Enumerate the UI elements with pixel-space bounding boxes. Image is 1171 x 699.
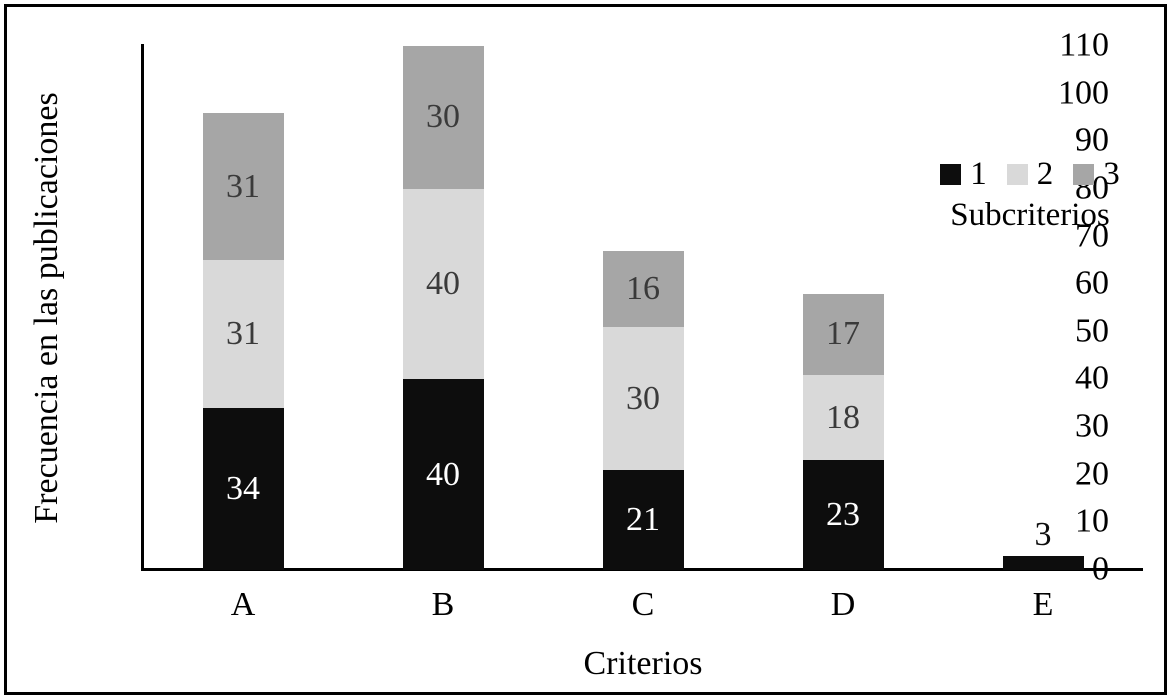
y-tick-label: 40 xyxy=(1075,359,1109,397)
y-tick-label: 100 xyxy=(1058,73,1109,111)
legend-entry-label: 1 xyxy=(970,156,987,192)
x-category-label-C: C xyxy=(631,586,655,623)
segment-value-label: 40 xyxy=(426,455,460,493)
y-tick-label: 60 xyxy=(1075,264,1109,302)
segment-value-label: 17 xyxy=(826,315,860,353)
legend-title: Subcriterios xyxy=(950,197,1110,233)
bar-segment-A-3: 31 xyxy=(202,112,284,261)
segment-value-label: 30 xyxy=(426,98,460,136)
bar-segment-C-3: 16 xyxy=(602,250,684,328)
x-category-label-D: D xyxy=(830,586,856,623)
segment-value-label: 31 xyxy=(226,315,260,353)
bar-segment-B-1: 40 xyxy=(402,379,484,570)
legend-entries: 1 2 3 xyxy=(940,158,1120,191)
y-tick-label: 0 xyxy=(1092,550,1109,588)
bar-segment-C-1: 21 xyxy=(602,469,684,570)
x-category-label-B: B xyxy=(431,586,455,623)
y-tick-label: 20 xyxy=(1075,455,1109,493)
segment-value-label: 18 xyxy=(826,398,860,436)
bar-segment-B-2: 40 xyxy=(402,188,484,380)
legend-swatch-icon xyxy=(940,164,962,185)
bar-segment-A-2: 31 xyxy=(202,260,284,409)
bar-segment-D-3: 17 xyxy=(802,293,884,375)
segment-value-label: 16 xyxy=(626,269,660,307)
legend-item-3: 3 xyxy=(1073,158,1120,191)
bar-segment-A-1: 34 xyxy=(202,408,284,570)
segment-value-label-outside: 3 xyxy=(1034,515,1052,553)
x-axis-title: Criterios xyxy=(583,645,703,682)
segment-value-label: 40 xyxy=(426,265,460,303)
segment-value-label: 34 xyxy=(226,470,260,507)
y-tick-label: 70 xyxy=(1075,216,1109,254)
bar-segment-C-2: 30 xyxy=(602,327,684,470)
segment-value-label: 21 xyxy=(626,500,660,538)
bar-segment-D-2: 18 xyxy=(802,374,884,461)
x-category-label-A: A xyxy=(230,586,256,623)
legend-entry-label: 2 xyxy=(1036,156,1054,192)
y-axis-title: Frecuencia en las publicaciones xyxy=(28,92,65,524)
legend-item-2: 2 xyxy=(1006,156,1054,192)
bar-segment-E-1 xyxy=(1002,555,1084,570)
segment-value-label: 23 xyxy=(826,496,860,534)
y-tick-label: 90 xyxy=(1075,121,1109,159)
y-tick-label: 50 xyxy=(1075,312,1109,350)
y-tick-label: 110 xyxy=(1059,26,1109,64)
y-tick-label: 10 xyxy=(1075,502,1109,540)
y-tick-label: 30 xyxy=(1075,407,1109,445)
legend-swatch-icon xyxy=(1006,164,1028,185)
legend: 1 2 3 Subcriterios xyxy=(930,158,1130,234)
legend-entry-label: 3 xyxy=(1103,156,1120,192)
segment-value-label: 30 xyxy=(626,379,660,417)
segment-value-label: 31 xyxy=(226,167,260,205)
bar-segment-D-1: 23 xyxy=(802,460,884,570)
legend-item-1: 1 xyxy=(940,158,987,191)
y-axis-line xyxy=(141,44,144,571)
figure-border xyxy=(4,4,1167,695)
legend-swatch-icon xyxy=(1073,164,1095,185)
x-category-label-E: E xyxy=(1032,586,1054,623)
bar-segment-B-3: 30 xyxy=(402,46,484,189)
